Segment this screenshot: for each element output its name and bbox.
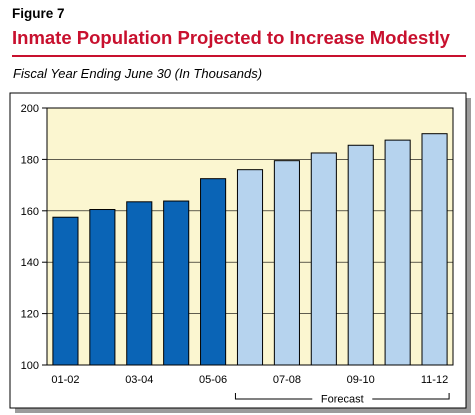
x-tick-label-11-12: 11-12 [421,374,448,386]
bar-05-06 [200,178,227,366]
forecast-label: Forecast [321,394,364,406]
forecast-label-backdrop [312,393,373,405]
bar-04-05 [163,200,190,366]
x-axis-ticks: 01-02 03-04 05-06 07-08 09-10 11-12 [51,374,448,386]
y-tick-label-100: 100 [21,360,39,372]
title-divider [12,55,466,57]
bar-11-12 [421,133,448,366]
chart-subtitle: Fiscal Year Ending June 30 (In Thousands… [13,66,263,81]
bar-06-07 [236,169,264,366]
x-tick-label-05-06: 05-06 [199,374,227,386]
bar-09-10 [347,144,374,366]
y-tick-label-200: 200 [21,103,39,115]
y-axis-ticks: 100 120 140 160 180 200 [21,103,47,372]
bar-08-09 [310,152,337,366]
x-tick-label-01-02: 01-02 [51,374,79,386]
bar-01-02 [52,216,79,366]
bar-07-08 [273,160,300,366]
figure-label: Figure 7 [12,6,65,21]
bar-03-04 [126,201,153,366]
x-tick-label-09-10: 09-10 [347,374,375,386]
y-tick-label-120: 120 [21,309,39,321]
bar-02-03 [89,209,116,366]
x-tick-label-07-08: 07-08 [273,374,301,386]
y-tick-label-180: 180 [21,154,39,166]
y-tick-label-160: 160 [21,206,39,218]
y-tick-label-140: 140 [21,257,39,269]
bar-10-11 [384,139,411,366]
forecast-annotation: Forecast [234,393,450,406]
bars [52,133,448,366]
chart-title: Inmate Population Projected to Increase … [12,27,450,48]
x-tick-label-03-04: 03-04 [125,374,153,386]
